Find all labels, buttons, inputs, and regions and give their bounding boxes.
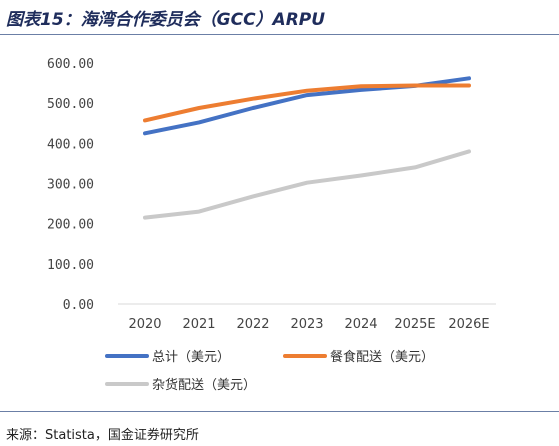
y-tick-label: 300.00: [47, 178, 94, 193]
y-tick-label: 200.00: [47, 218, 94, 233]
x-tick-label: 2020: [128, 317, 161, 332]
legend-label: 杂货配送（美元）: [152, 377, 256, 393]
title-rule: [0, 34, 559, 35]
y-tick-label: 0.00: [63, 298, 94, 313]
figure-title: 图表15：海湾合作委员会（GCC）ARPU: [6, 10, 326, 30]
x-tick-label: 2024: [344, 317, 377, 332]
x-tick-label: 2023: [290, 317, 323, 332]
y-tick-label: 100.00: [47, 258, 94, 273]
legend-label: 总计（美元）: [152, 350, 230, 365]
legend: 总计（美元） 餐食配送（美元） 杂货配送（美元）: [105, 349, 434, 393]
x-tick-label: 2025E: [394, 317, 435, 332]
y-axis-ticks: 0.00 100.00 200.00 300.00 400.00 500.00 600.00: [47, 57, 94, 313]
x-tick-label: 2021: [182, 317, 215, 332]
legend-label: 餐食配送（美元）: [330, 349, 434, 365]
y-tick-label: 500.00: [47, 97, 94, 112]
source-rule: [0, 411, 559, 412]
series-lines: [143, 76, 471, 220]
series-line-2: [143, 149, 471, 220]
series-line-1: [143, 83, 471, 123]
x-tick-label: 2026E: [448, 317, 489, 332]
x-axis-ticks: 2020 2021 2022 2023 2024 2025E 2026E: [128, 317, 489, 332]
x-tick-label: 2022: [236, 317, 269, 332]
source-note: 来源：Statista，国金证券研究所: [6, 428, 199, 443]
arpu-line-chart: 0.00 100.00 200.00 300.00 400.00 500.00 600.00…: [47, 57, 496, 393]
y-tick-label: 400.00: [47, 137, 94, 152]
y-tick-label: 600.00: [47, 57, 94, 72]
